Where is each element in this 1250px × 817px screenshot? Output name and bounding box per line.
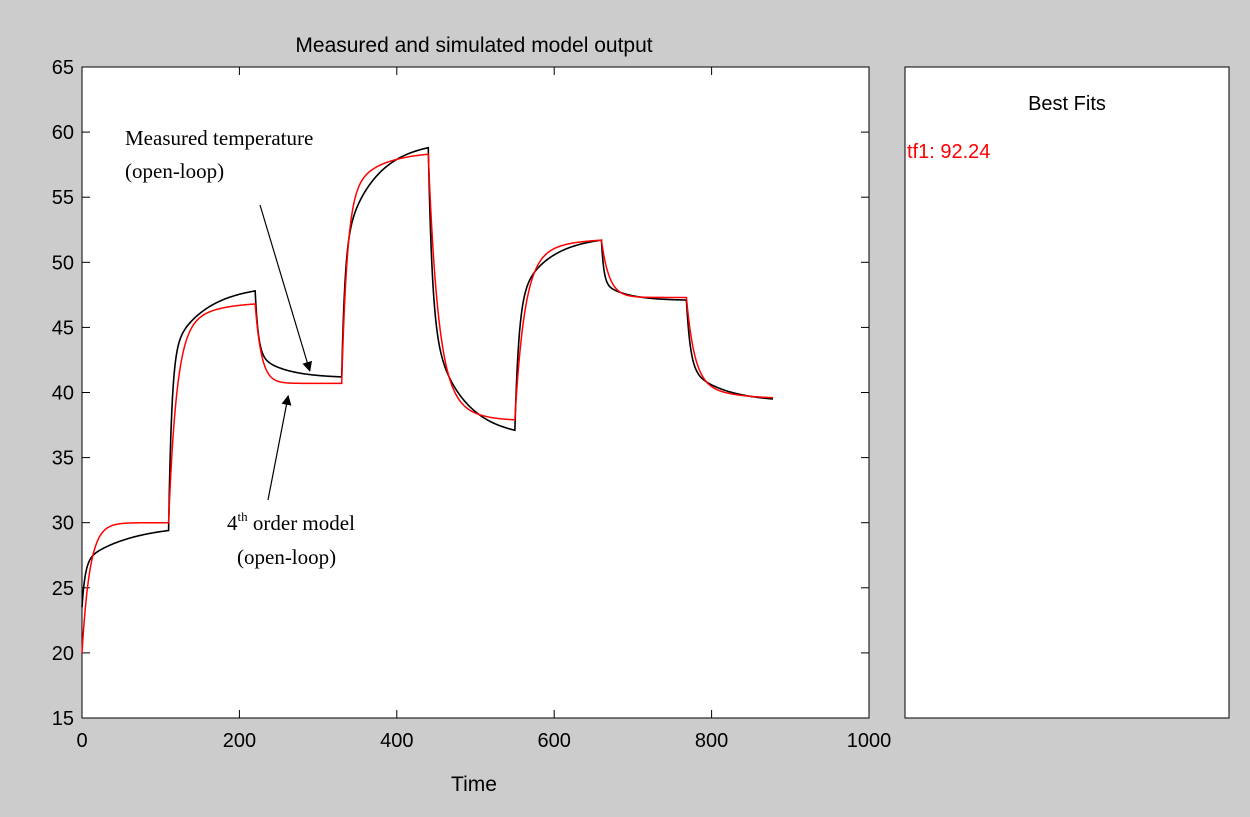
- series-layer: [81, 146, 774, 653]
- y-axis: 15 20 25 30 35 40 45 50 55 60 65: [52, 57, 869, 730]
- annotation-layer: Measured temperature (open-loop) 4th order…: [125, 126, 355, 569]
- annotation-measured-sublabel: (open-loop): [125, 159, 224, 183]
- annotation-model-sublabel: (open-loop): [237, 545, 336, 569]
- chart-title: Measured and simulated model output: [295, 34, 652, 57]
- y-tick-label: 35: [52, 448, 74, 470]
- series-model-line: [81, 153, 774, 653]
- y-tick-label: 30: [52, 513, 74, 535]
- x-tick-label: 800: [695, 730, 728, 752]
- x-tick-label: 400: [380, 730, 413, 752]
- annotation-model-label: 4th order model: [227, 509, 355, 535]
- annotation-measured-label: Measured temperature: [125, 126, 313, 150]
- y-tick-label: 25: [52, 578, 74, 600]
- y-tick-label: 45: [52, 317, 74, 339]
- plot-area: [81, 66, 870, 719]
- best-fits-panel: [904, 66, 1230, 719]
- y-tick-label: 20: [52, 643, 74, 665]
- y-tick-label: 55: [52, 187, 74, 209]
- y-tick-label: 50: [52, 252, 74, 274]
- x-tick-label: 1000: [847, 730, 892, 752]
- series-measured-line: [81, 146, 774, 608]
- x-tick-label: 600: [538, 730, 571, 752]
- annotation-measured-arrow: [259, 204, 313, 372]
- y-tick-label: 15: [52, 708, 74, 730]
- best-fits-title: Best Fits: [1028, 93, 1106, 115]
- y-tick-label: 65: [52, 57, 74, 79]
- x-axis-label: Time: [451, 773, 497, 796]
- annotation-model-arrow: [267, 394, 292, 501]
- best-fit-entry: tf1: 92.24: [907, 141, 990, 163]
- x-tick-label: 200: [223, 730, 256, 752]
- y-tick-label: 60: [52, 122, 74, 144]
- best-fits-list: tf1: 92.24: [907, 141, 990, 163]
- x-tick-label: 0: [76, 730, 87, 752]
- x-axis: 0 200 400 600 800 1000: [76, 67, 891, 752]
- y-tick-label: 40: [52, 383, 74, 405]
